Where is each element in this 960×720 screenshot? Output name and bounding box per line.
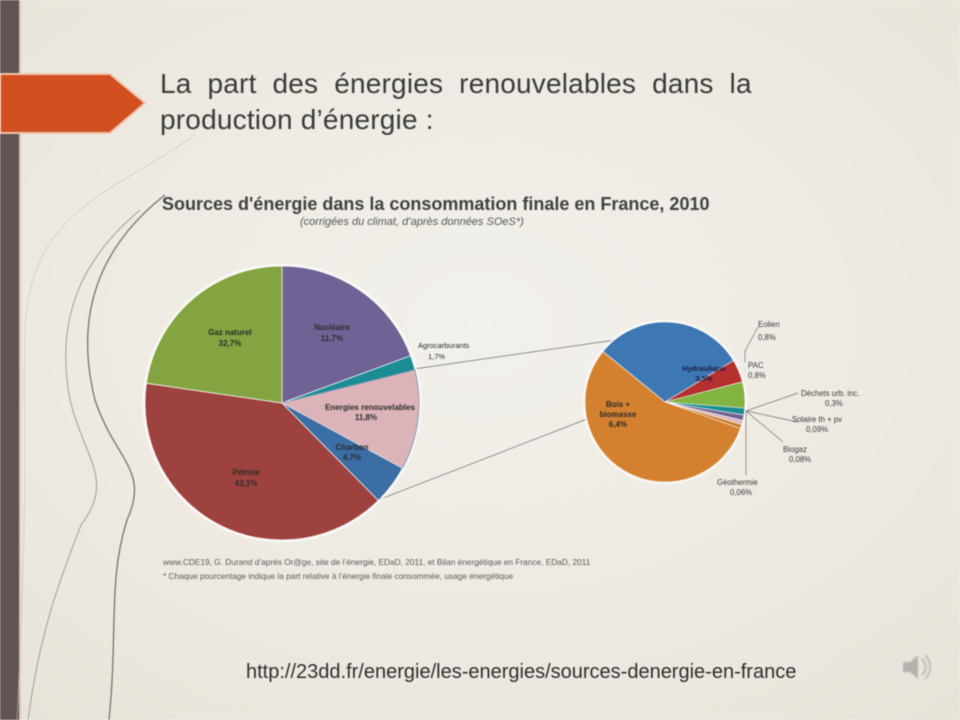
svg-text:43,1%: 43,1% (235, 479, 258, 488)
svg-text:Agrocarburants: Agrocarburants (418, 341, 470, 350)
svg-text:Nucléaire: Nucléaire (314, 323, 351, 332)
svg-text:Déchets urb. inc.: Déchets urb. inc. (801, 389, 860, 398)
svg-text:Pétrole: Pétrole (232, 468, 260, 477)
svg-text:Gaz naturel: Gaz naturel (208, 328, 252, 337)
svg-text:0,8%: 0,8% (748, 371, 766, 380)
svg-text:biomasse: biomasse (600, 410, 637, 419)
svg-text:6,4%: 6,4% (609, 420, 627, 429)
svg-text:32,7%: 32,7% (219, 339, 242, 348)
svg-text:0,8%: 0,8% (758, 333, 776, 342)
svg-text:0,06%: 0,06% (730, 488, 752, 497)
svg-text:Biogaz: Biogaz (783, 445, 807, 454)
svg-text:PAC: PAC (748, 361, 764, 370)
svg-text:3,5%: 3,5% (695, 374, 712, 383)
svg-text:Géothermie: Géothermie (717, 478, 758, 487)
svg-text:0,08%: 0,08% (789, 455, 811, 464)
svg-text:4,7%: 4,7% (343, 453, 361, 462)
svg-text:0,09%: 0,09% (806, 425, 828, 434)
svg-text:0,3%: 0,3% (825, 399, 843, 408)
svg-text:Eolien: Eolien (758, 320, 780, 329)
svg-text:Charbon: Charbon (336, 443, 369, 452)
svg-text:11,7%: 11,7% (321, 334, 343, 343)
svg-text:1,7%: 1,7% (428, 352, 445, 361)
svg-text:Energies renouvelables: Energies renouvelables (325, 403, 415, 412)
svg-text:Hydraulique: Hydraulique (682, 364, 725, 373)
svg-text:Bois +: Bois + (606, 400, 631, 409)
svg-text:Solaire th + pv: Solaire th + pv (792, 415, 842, 424)
svg-text:11,8%: 11,8% (355, 413, 377, 422)
